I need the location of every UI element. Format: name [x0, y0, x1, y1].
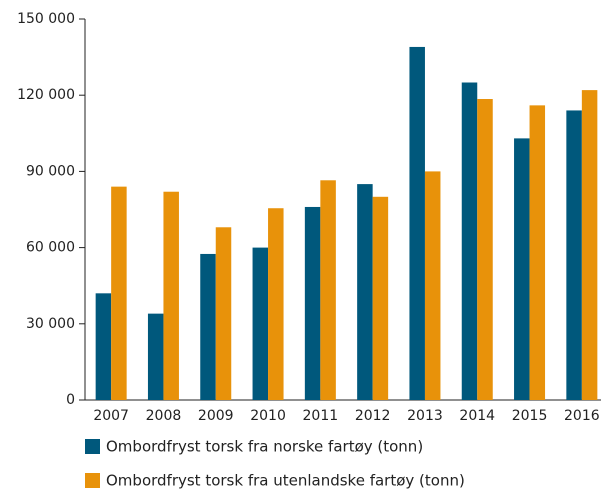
bar [424, 171, 441, 400]
legend-swatch [85, 439, 100, 454]
bar [215, 227, 232, 400]
x-tick-label: 2007 [93, 408, 129, 424]
bar [529, 105, 546, 401]
x-tick-label: 2009 [198, 408, 234, 424]
bar [268, 208, 284, 400]
bar [477, 99, 493, 400]
bar [147, 313, 164, 400]
x-tick-label: 2008 [146, 408, 182, 424]
bar [95, 293, 112, 400]
bar [514, 138, 530, 400]
bar [304, 206, 321, 400]
y-tick-label: 30 000 [26, 316, 75, 332]
x-tick-label: 2016 [564, 408, 600, 424]
x-tick-label: 2013 [407, 408, 443, 424]
y-tick-label: 60 000 [26, 240, 75, 256]
bar [252, 247, 269, 400]
y-tick-label: 90 000 [26, 163, 75, 179]
x-tick-label: 2015 [512, 408, 548, 424]
bar [163, 191, 179, 400]
x-tick-label: 2014 [459, 408, 495, 424]
bar [581, 90, 598, 401]
bar [111, 186, 127, 400]
bar [566, 110, 582, 400]
legend-label: Ombordfryst torsk fra utenlandske fartøy… [106, 472, 465, 490]
y-tick-label: 120 000 [17, 87, 75, 103]
y-tick-label: 0 [66, 392, 75, 408]
x-tick-label: 2012 [355, 408, 391, 424]
legend-label: Ombordfryst torsk fra norske fartøy (ton… [106, 438, 423, 456]
bar [409, 46, 425, 400]
bar [200, 253, 216, 400]
x-tick-label: 2010 [250, 408, 286, 424]
x-tick-label: 2011 [303, 408, 339, 424]
bar [461, 82, 478, 400]
bar [357, 184, 373, 400]
bar [372, 196, 389, 400]
legend-swatch [85, 473, 100, 488]
bar [320, 180, 336, 400]
y-tick-label: 150 000 [17, 11, 75, 27]
